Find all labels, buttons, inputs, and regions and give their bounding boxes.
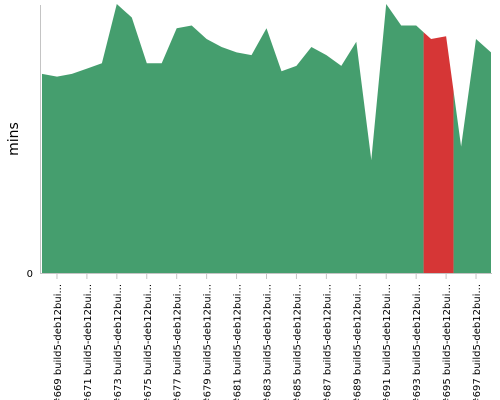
x-tick-label-13: #695 build5-deb12bui...: [442, 284, 453, 400]
x-tick-label-11: #691 build5-deb12bui...: [382, 284, 393, 400]
x-tick-label-5: #679 build5-deb12bui...: [203, 284, 214, 400]
x-tick-label-12: #693 build5-deb12bui...: [412, 284, 423, 400]
x-tick-label-3: #675 build5-deb12bui...: [143, 284, 154, 400]
x-tick-label-4: #677 build5-deb12bui...: [173, 284, 184, 400]
x-tick-label-8: #685 build5-deb12bui...: [292, 284, 303, 400]
x-tick-label-7: #683 build5-deb12bui...: [263, 284, 274, 400]
area-series: [42, 4, 491, 274]
x-tick-label-9: #687 build5-deb12bui...: [322, 284, 333, 400]
x-tick-label-6: #681 build5-deb12bui...: [233, 284, 244, 400]
x-tick-label-10: #689 build5-deb12bui...: [352, 284, 363, 400]
x-axis-ticks: #669 build5-deb12bui... #671 build5-deb12…: [53, 274, 483, 400]
x-tick-label-0: #669 build5-deb12bui...: [53, 284, 64, 400]
area-segment-success-0[interactable]: [42, 4, 424, 273]
area-segment-failure-1[interactable]: [423, 32, 454, 274]
x-tick-label-2: #673 build5-deb12bui...: [113, 284, 124, 400]
x-tick-label-1: #671 build5-deb12bui...: [83, 284, 94, 400]
y-axis-title: mins: [6, 122, 22, 156]
x-tick-label-14: #697 build5-deb12bui...: [472, 284, 483, 400]
y-tick-label-0: 0: [27, 269, 33, 280]
area-segment-success-2[interactable]: [453, 39, 491, 273]
